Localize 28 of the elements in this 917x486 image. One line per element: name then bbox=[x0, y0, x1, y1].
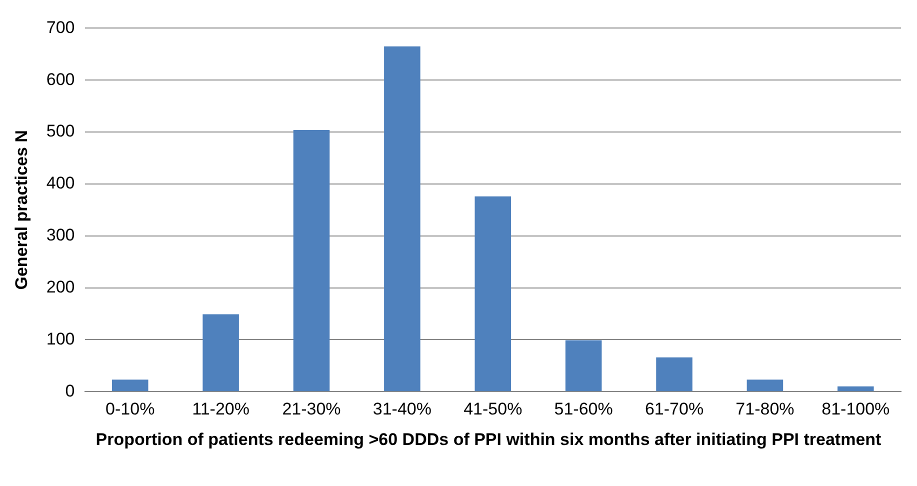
bar bbox=[384, 46, 420, 392]
y-tick-label: 600 bbox=[46, 70, 75, 89]
bar bbox=[565, 340, 602, 392]
bar bbox=[293, 130, 330, 392]
x-tick-label: 0-10% bbox=[106, 399, 155, 418]
y-tick-label: 100 bbox=[46, 329, 75, 348]
y-tick-label: 0 bbox=[65, 381, 75, 400]
y-tick-label: 400 bbox=[46, 174, 75, 193]
y-axis-title: General practices N bbox=[12, 130, 31, 290]
x-tick-label: 31-40% bbox=[372, 399, 432, 418]
x-tick-label: 61-70% bbox=[644, 399, 704, 418]
x-tick-label: 21-30% bbox=[282, 399, 341, 418]
bar bbox=[656, 357, 692, 392]
y-tick-label: 700 bbox=[46, 18, 75, 37]
y-tick-label: 200 bbox=[46, 277, 75, 296]
bar bbox=[838, 386, 874, 392]
x-tick-label: 41-50% bbox=[464, 399, 522, 418]
y-tick-label: 500 bbox=[46, 122, 75, 141]
y-tick-label: 300 bbox=[46, 226, 75, 245]
x-tick-label: 11-20% bbox=[192, 399, 250, 418]
bar bbox=[112, 380, 148, 392]
x-tick-label: 51-60% bbox=[554, 399, 613, 418]
x-axis-title: Proportion of patients redeeming >60 DDDs of PPI within six months after initiating PPI treatment bbox=[94, 429, 882, 451]
bar bbox=[746, 380, 784, 392]
x-tick-label: 71-80% bbox=[736, 399, 794, 418]
bar bbox=[202, 314, 239, 392]
x-tick-label: 81-100% bbox=[822, 399, 890, 418]
bar bbox=[474, 196, 512, 392]
